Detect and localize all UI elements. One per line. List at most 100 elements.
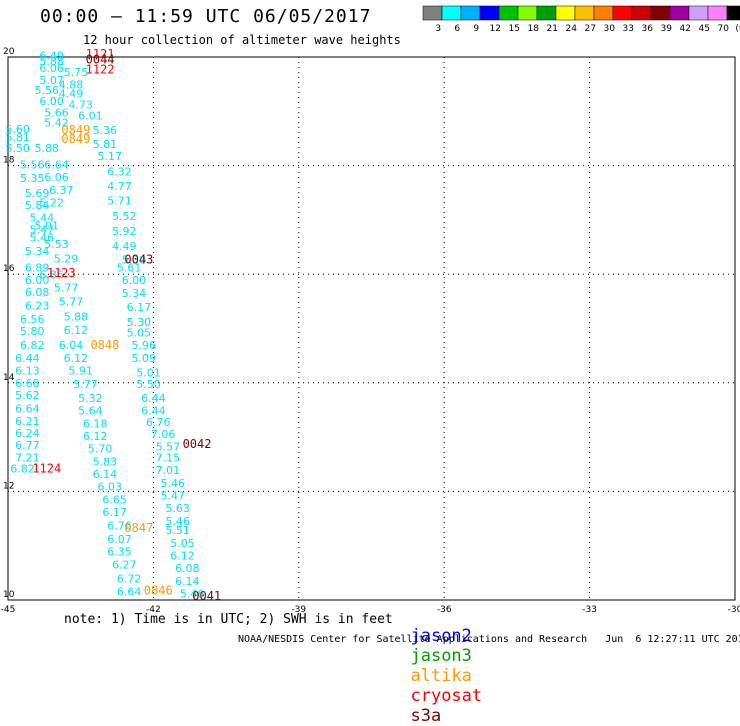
swh-value: 5.91: [68, 365, 93, 378]
colorbar-label: 3: [435, 24, 441, 34]
swh-value: 6.32: [107, 165, 132, 178]
swh-value: 5.05: [170, 537, 195, 550]
y-tick-label: 18: [3, 156, 15, 166]
pass-time-label: 0849: [61, 132, 90, 146]
swh-value: 5.57: [156, 441, 181, 454]
swh-value: 5.56: [20, 158, 45, 171]
swh-value: 5.46: [180, 587, 205, 600]
swh-value: 5.53: [44, 238, 69, 251]
swh-value: 5.69: [25, 187, 50, 200]
swh-value: 5.64: [78, 404, 103, 417]
swh-value: 4.88: [59, 78, 84, 91]
swh-value: 5.61: [117, 261, 142, 274]
swh-value: 5.50: [136, 378, 161, 391]
swh-value: 6.49: [39, 50, 64, 63]
swh-value: 6.77: [15, 439, 40, 452]
swh-value: 6.37: [49, 184, 74, 197]
swh-value: 5.77: [73, 378, 98, 391]
legend-s3a: s3a: [410, 706, 442, 726]
swh-value: 6.21: [15, 415, 40, 428]
legend-cryosat: cryosat: [410, 686, 483, 706]
colorbar-label: 27: [584, 24, 595, 34]
swh-value: 6.12: [170, 549, 195, 562]
satellite-legend: jason2 jason3 altika cryosat s3a: [390, 606, 482, 726]
swh-value: 6.72: [117, 573, 142, 586]
swh-value: 6.01: [78, 109, 103, 122]
x-tick-label: -36: [437, 605, 452, 615]
y-tick-label: 20: [3, 47, 15, 57]
colorbar-swatch: [574, 5, 595, 21]
swh-value: 5.66: [44, 107, 69, 120]
pass-time-label: 1123: [47, 266, 76, 280]
swh-value: 6.14: [93, 468, 118, 481]
x-tick-label: -30: [728, 605, 740, 615]
swh-value: 6.82: [10, 462, 35, 475]
colorbar-swatch: [650, 5, 671, 21]
swh-value: 5.63: [165, 502, 190, 515]
pass-time-label: 1121: [86, 47, 115, 61]
colorbar-label: 15: [508, 24, 519, 34]
colorbar-swatch: [631, 5, 652, 21]
swh-value: 7.06: [151, 428, 176, 441]
colorbar-swatch: [460, 5, 481, 21]
swh-value: 5.75: [64, 66, 89, 79]
swh-value: 5.01: [136, 366, 161, 379]
swh-value: 5.81: [5, 131, 30, 144]
swh-value: 5.56: [35, 84, 60, 97]
y-tick-label: 14: [3, 373, 15, 383]
swh-value: 6.76: [146, 416, 171, 429]
swh-value: 5.29: [54, 252, 79, 265]
swh-value: 6.64: [117, 586, 142, 599]
colorbar-label: 39: [660, 24, 672, 34]
colorbar-label: 45: [698, 24, 709, 34]
swh-value: 6.86: [39, 269, 64, 282]
swh-value: 5.09: [131, 352, 156, 365]
swh-value: 4.73: [68, 99, 93, 112]
swh-value: 6.08: [175, 562, 200, 575]
swh-value: 6.00: [25, 274, 50, 287]
swh-value: 5.62: [15, 389, 40, 402]
swh-value: 6.68: [15, 377, 40, 390]
swh-value: 6.76: [107, 519, 132, 532]
swh-value: 6.44: [15, 352, 40, 365]
credit-line: NOAA/NESDIS Center for Satellite Applica…: [238, 634, 740, 645]
swh-value: 5.77: [59, 296, 84, 309]
swh-value: 5.42: [44, 117, 69, 130]
pass-time-label: 1124: [32, 461, 61, 475]
x-tick-label: -42: [146, 605, 161, 615]
swh-value: 6.44: [141, 404, 166, 417]
chart-subtitle: 12 hour collection of altimeter wave hei…: [83, 33, 401, 47]
swh-value: 5.36: [93, 124, 118, 137]
pass-time-label: 0846: [144, 584, 173, 598]
swh-value: 6.12: [83, 430, 108, 443]
swh-value: 5.52: [112, 210, 137, 223]
swh-value: 5.88: [39, 55, 64, 68]
colorbar-swatch: [498, 5, 519, 21]
chart-plot: -45 -42 -39 -36 -33 -302018161412106.495.886.…: [1, 5, 740, 615]
swh-value: 6.44: [141, 392, 166, 405]
swh-value: 5.60: [5, 123, 30, 136]
swh-value: 6.03: [98, 480, 123, 493]
colorbar-swatch: [669, 5, 690, 21]
swh-value: 5.22: [39, 196, 64, 209]
legend-jason2: jason2: [410, 626, 472, 646]
swh-value: 6.13: [15, 365, 40, 378]
colorbar-label: 33: [622, 24, 633, 34]
y-tick-label: 12: [3, 481, 14, 491]
swh-value: 6.12: [64, 352, 89, 365]
swh-value: 6.17: [127, 301, 152, 314]
colorbar-swatch: [441, 5, 462, 21]
swh-value: 5.01: [35, 220, 60, 233]
pass-time-label: 1122: [86, 62, 115, 76]
colorbar-label: 12: [489, 24, 500, 34]
colorbar-label: 30: [603, 24, 615, 34]
pass-time-label: 0847: [124, 521, 153, 535]
swh-value: 5.05: [127, 327, 152, 340]
pass-time-label: 0849: [61, 123, 90, 137]
legend-altika: altika: [410, 666, 472, 686]
colorbar-label: 18: [527, 24, 539, 34]
swh-value: 6.07: [107, 533, 132, 546]
swh-value: 7.15: [156, 452, 181, 465]
colorbar-label: 24: [565, 24, 577, 34]
pass-time-label: 0044: [86, 53, 115, 67]
